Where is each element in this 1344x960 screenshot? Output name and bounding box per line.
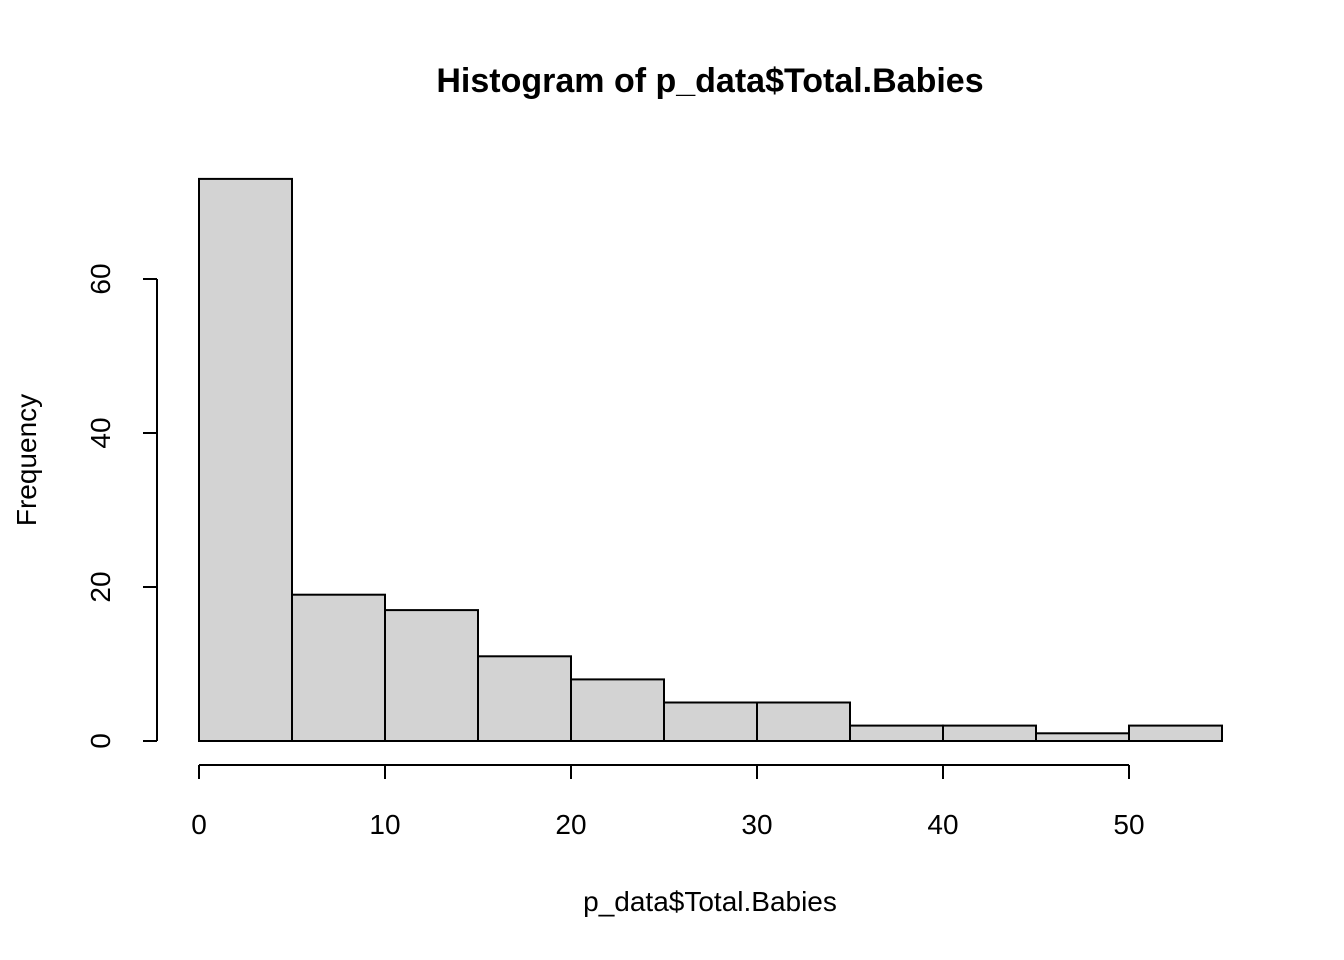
y-tick-label-0: 0 [85, 733, 116, 749]
histogram-bar-7 [849, 724, 944, 742]
histogram-bar-5 [663, 701, 758, 742]
histogram-bar-3 [477, 655, 572, 742]
x-tick-label-1: 10 [369, 809, 400, 840]
bars-group [198, 177, 1223, 743]
histogram-bar-8 [942, 724, 1037, 742]
histogram-bar-10 [1128, 724, 1223, 742]
y-axis: 0 20 40 60 [85, 263, 158, 749]
histogram-bar-2 [384, 609, 479, 742]
x-tick-label-4: 40 [927, 809, 958, 840]
y-tick-label-1: 20 [85, 571, 116, 602]
y-axis-label: Frequency [11, 394, 42, 526]
y-tick-label-2: 40 [85, 417, 116, 448]
histogram-bar-1 [291, 593, 386, 743]
chart-title: Histogram of p_data$Total.Babies [436, 62, 983, 100]
histogram-bar-0 [198, 177, 293, 742]
histogram-bar-9 [1035, 732, 1130, 742]
histogram-bar-6 [756, 701, 851, 742]
x-tick-label-3: 30 [741, 809, 772, 840]
x-axis-label: p_data$Total.Babies [583, 886, 837, 917]
x-tick-label-2: 20 [555, 809, 586, 840]
x-axis: 0 10 20 30 40 50 [191, 764, 1145, 840]
x-tick-label-0: 0 [191, 809, 207, 840]
histogram-bar-4 [570, 678, 665, 743]
y-tick-label-3: 60 [85, 263, 116, 294]
x-tick-label-5: 50 [1113, 809, 1144, 840]
